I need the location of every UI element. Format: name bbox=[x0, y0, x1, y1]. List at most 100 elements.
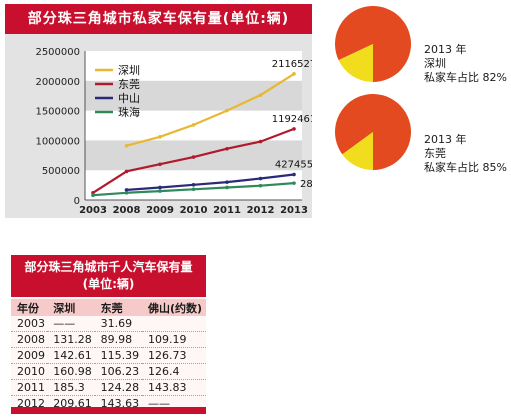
y-tick-label: 1500000 bbox=[35, 107, 80, 118]
table-cell: —— bbox=[47, 316, 95, 332]
table-title: 部分珠三角城市千人汽车保有量 bbox=[24, 260, 193, 274]
pie-slice-private bbox=[335, 6, 412, 83]
table-cell: 2009 bbox=[11, 347, 48, 364]
x-tick-label: 2013 bbox=[280, 205, 308, 216]
data-point bbox=[225, 146, 229, 151]
line-chart-panel: 部分珠三角城市私家车保有量(单位:辆) 2500000 2000000 150000… bbox=[5, 4, 312, 218]
pie-label-shenzhen: 2013 年 深圳 私家车占比 82% bbox=[424, 43, 507, 85]
pie-slice-other bbox=[342, 132, 373, 170]
table-cell: 31.69 bbox=[94, 316, 142, 332]
data-point bbox=[91, 193, 95, 198]
pie-caption: 私家车占比 85% bbox=[424, 161, 507, 174]
table-cell: 126.4 bbox=[141, 363, 206, 380]
ownership-table: 年份 深圳 东莞 佛山(约数) 2003 —— 31.69 2008 131.28 89.98 1… bbox=[11, 299, 206, 412]
table-subtitle: (单位:辆) bbox=[82, 277, 135, 291]
table-cell: 185.3 bbox=[47, 379, 95, 396]
x-tick-label: 2009 bbox=[146, 205, 174, 216]
table-header: 部分珠三角城市千人汽车保有量 (单位:辆) bbox=[11, 255, 206, 297]
data-point bbox=[191, 183, 196, 187]
y-tick-label: 500000 bbox=[42, 166, 80, 177]
data-point bbox=[158, 162, 162, 167]
table-cell: 2008 bbox=[11, 331, 48, 348]
x-tick-label: 2008 bbox=[113, 205, 141, 216]
data-point bbox=[124, 191, 129, 195]
table-cell: 109.19 bbox=[141, 331, 206, 348]
data-label: 427455 bbox=[275, 160, 312, 171]
grid-band bbox=[85, 51, 302, 81]
y-tick-label: 2500000 bbox=[35, 47, 80, 58]
data-point bbox=[292, 172, 296, 177]
data-point bbox=[191, 155, 196, 159]
data-point bbox=[225, 180, 229, 184]
table-column-header: 深圳 bbox=[47, 299, 95, 316]
table-row: 2009 142.61 115.39 126.73 bbox=[11, 347, 206, 364]
table-cell: 2003 bbox=[11, 316, 48, 332]
pie-slice-other bbox=[338, 44, 373, 82]
x-tick-label: 2011 bbox=[213, 205, 241, 216]
table-footer-bar bbox=[11, 407, 206, 414]
table-cell: 143.83 bbox=[141, 379, 206, 396]
ownership-table-panel: 部分珠三角城市千人汽车保有量 (单位:辆) 年份 深圳 东莞 佛山(约数) 2003—… bbox=[11, 255, 206, 414]
table-column-header: 佛山(约数) bbox=[141, 299, 206, 316]
table-cell: 131.28 bbox=[47, 331, 95, 348]
data-label: 282933 bbox=[300, 179, 312, 190]
series-line-2 bbox=[126, 173, 295, 191]
x-tick-label: 2003 bbox=[79, 205, 107, 216]
y-tick-label: 2000000 bbox=[35, 77, 80, 88]
data-label: 1192461 bbox=[272, 114, 312, 125]
table-cell bbox=[141, 316, 206, 332]
table-cell: 106.23 bbox=[94, 363, 142, 380]
table-cell: 142.61 bbox=[47, 347, 95, 364]
pie-label-dongguan: 2013 年 东莞 私家车占比 85% bbox=[424, 133, 507, 175]
legend-label: 东莞 bbox=[118, 78, 140, 91]
data-label: 2116527 bbox=[272, 59, 312, 70]
pie-year-label: 2013 年 bbox=[424, 133, 467, 146]
line-chart-title: 部分珠三角城市私家车保有量(单位:辆) bbox=[5, 4, 312, 34]
data-point bbox=[292, 181, 296, 185]
table-cell: 2011 bbox=[11, 379, 48, 396]
data-point bbox=[258, 93, 263, 97]
data-point bbox=[191, 123, 196, 127]
x-tick-label: 2012 bbox=[247, 205, 275, 216]
pie-city-label: 深圳 bbox=[424, 57, 446, 70]
data-point bbox=[258, 183, 263, 188]
table-cell: 124.28 bbox=[94, 379, 142, 396]
table-cell: 89.98 bbox=[94, 331, 142, 348]
table-head-row: 年份 深圳 东莞 佛山(约数) bbox=[11, 299, 206, 316]
data-point bbox=[225, 185, 229, 190]
data-point bbox=[124, 169, 129, 174]
table-row: 2011 185.3 124.28 143.83 bbox=[11, 379, 206, 396]
table-cell: 160.98 bbox=[47, 363, 95, 380]
table-column-header: 年份 bbox=[11, 299, 48, 316]
pie-city-label: 东莞 bbox=[424, 147, 446, 160]
pie-chart-dongguan bbox=[334, 94, 411, 170]
data-point bbox=[292, 72, 296, 76]
table-row: 2010 160.98 106.23 126.4 bbox=[11, 363, 206, 380]
table-cell: 126.73 bbox=[141, 347, 206, 364]
pie-chart-shenzhen bbox=[335, 6, 412, 83]
data-point bbox=[158, 189, 162, 193]
data-point bbox=[191, 187, 196, 192]
table-body: 2003 —— 31.69 2008 131.28 89.98 109.19 2009 142.… bbox=[11, 316, 206, 412]
table-row: 2003 —— 31.69 bbox=[11, 316, 206, 332]
grid-band bbox=[85, 80, 302, 111]
legend-label: 珠海 bbox=[118, 105, 140, 119]
table-cell: 115.39 bbox=[94, 347, 142, 364]
pie-caption: 私家车占比 82% bbox=[424, 71, 507, 84]
pie-slice-private bbox=[334, 94, 411, 170]
x-tick-label: 2010 bbox=[180, 205, 208, 216]
table-row: 2008 131.28 89.98 109.19 bbox=[11, 331, 206, 348]
legend-label: 深圳 bbox=[118, 64, 140, 77]
data-point bbox=[292, 127, 296, 131]
data-point bbox=[258, 139, 263, 144]
y-tick-label: 0 bbox=[74, 196, 80, 207]
table-cell: 2010 bbox=[11, 363, 48, 380]
data-point bbox=[124, 143, 129, 148]
data-point bbox=[158, 185, 162, 190]
data-point bbox=[124, 188, 129, 192]
data-point bbox=[258, 176, 263, 181]
series-line-0 bbox=[126, 72, 295, 147]
legend-label: 中山 bbox=[118, 92, 140, 105]
pie-year-label: 2013 年 bbox=[424, 43, 467, 56]
